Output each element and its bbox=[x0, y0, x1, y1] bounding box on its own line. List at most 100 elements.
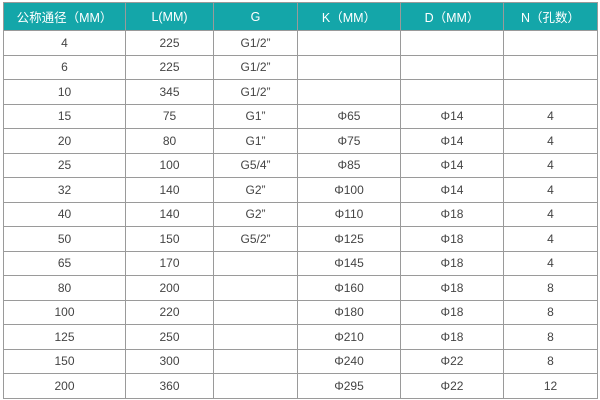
cell-nominal-diameter: 20 bbox=[3, 128, 126, 154]
cell-nominal-diameter: 32 bbox=[3, 177, 126, 203]
cell-k-diameter: Φ210 bbox=[297, 324, 401, 350]
cell-length: 225 bbox=[125, 30, 214, 56]
cell-hole-count: 8 bbox=[503, 275, 598, 301]
cell-d-diameter: Φ18 bbox=[400, 275, 504, 301]
table-row: 6 225 G1/2” bbox=[3, 54, 598, 80]
cell-hole-count: 4 bbox=[503, 103, 598, 129]
cell-k-diameter bbox=[297, 54, 401, 80]
cell-length: 80 bbox=[125, 128, 214, 154]
cell-length: 200 bbox=[125, 275, 214, 301]
cell-d-diameter: Φ18 bbox=[400, 299, 504, 325]
column-header-thread: G bbox=[213, 2, 298, 31]
cell-k-diameter: Φ160 bbox=[297, 275, 401, 301]
cell-length: 250 bbox=[125, 324, 214, 350]
cell-nominal-diameter: 100 bbox=[3, 299, 126, 325]
cell-thread: G1” bbox=[213, 103, 298, 129]
cell-thread bbox=[213, 299, 298, 325]
cell-nominal-diameter: 200 bbox=[3, 373, 126, 399]
cell-hole-count: 8 bbox=[503, 348, 598, 374]
table-row: 4 225 G1/2” bbox=[3, 30, 598, 56]
cell-length: 300 bbox=[125, 348, 214, 374]
cell-nominal-diameter: 150 bbox=[3, 348, 126, 374]
table-row: 80 200 Φ160 Φ18 8 bbox=[3, 275, 598, 301]
cell-hole-count: 12 bbox=[503, 373, 598, 399]
table-row: 65 170 Φ145 Φ18 4 bbox=[3, 250, 598, 276]
cell-hole-count: 4 bbox=[503, 177, 598, 203]
cell-nominal-diameter: 80 bbox=[3, 275, 126, 301]
cell-thread: G1/2” bbox=[213, 54, 298, 80]
cell-thread bbox=[213, 250, 298, 276]
cell-thread: G5/4” bbox=[213, 152, 298, 178]
cell-length: 140 bbox=[125, 201, 214, 227]
cell-k-diameter bbox=[297, 30, 401, 56]
cell-k-diameter: Φ100 bbox=[297, 177, 401, 203]
table-row: 125 250 Φ210 Φ18 8 bbox=[3, 324, 598, 350]
cell-length: 150 bbox=[125, 226, 214, 252]
cell-d-diameter: Φ18 bbox=[400, 250, 504, 276]
column-header-hole-count: N（孔数） bbox=[503, 2, 598, 31]
cell-d-diameter bbox=[400, 79, 504, 105]
cell-nominal-diameter: 15 bbox=[3, 103, 126, 129]
table-row: 15 75 G1” Φ65 Φ14 4 bbox=[3, 103, 598, 129]
cell-k-diameter: Φ180 bbox=[297, 299, 401, 325]
cell-k-diameter: Φ295 bbox=[297, 373, 401, 399]
cell-nominal-diameter: 10 bbox=[3, 79, 126, 105]
table-row: 10 345 G1/2” bbox=[3, 79, 598, 105]
cell-thread bbox=[213, 324, 298, 350]
cell-hole-count: 4 bbox=[503, 226, 598, 252]
cell-thread bbox=[213, 348, 298, 374]
cell-nominal-diameter: 40 bbox=[3, 201, 126, 227]
table-row: 100 220 Φ180 Φ18 8 bbox=[3, 299, 598, 325]
table-row: 150 300 Φ240 Φ22 8 bbox=[3, 348, 598, 374]
column-header-d-diameter: D（MM） bbox=[400, 2, 504, 31]
cell-k-diameter: Φ65 bbox=[297, 103, 401, 129]
cell-length: 170 bbox=[125, 250, 214, 276]
table-row: 32 140 G2” Φ100 Φ14 4 bbox=[3, 177, 598, 203]
cell-nominal-diameter: 4 bbox=[3, 30, 126, 56]
cell-d-diameter: Φ18 bbox=[400, 226, 504, 252]
cell-thread: G2” bbox=[213, 201, 298, 227]
cell-thread: G5/2” bbox=[213, 226, 298, 252]
cell-d-diameter: Φ14 bbox=[400, 177, 504, 203]
cell-d-diameter: Φ18 bbox=[400, 324, 504, 350]
cell-nominal-diameter: 50 bbox=[3, 226, 126, 252]
cell-d-diameter: Φ22 bbox=[400, 373, 504, 399]
cell-hole-count bbox=[503, 79, 598, 105]
cell-hole-count: 8 bbox=[503, 324, 598, 350]
cell-thread: G2” bbox=[213, 177, 298, 203]
cell-k-diameter: Φ75 bbox=[297, 128, 401, 154]
column-header-length: L(MM) bbox=[125, 2, 214, 31]
cell-thread: G1/2” bbox=[213, 79, 298, 105]
cell-nominal-diameter: 6 bbox=[3, 54, 126, 80]
table-row: 200 360 Φ295 Φ22 12 bbox=[3, 373, 598, 399]
cell-thread: G1” bbox=[213, 128, 298, 154]
cell-length: 140 bbox=[125, 177, 214, 203]
cell-d-diameter: Φ18 bbox=[400, 201, 504, 227]
cell-nominal-diameter: 65 bbox=[3, 250, 126, 276]
cell-thread bbox=[213, 275, 298, 301]
column-header-k-diameter: K（MM） bbox=[297, 2, 401, 31]
cell-length: 225 bbox=[125, 54, 214, 80]
column-header-nominal-diameter: 公称通径（MM） bbox=[3, 2, 126, 31]
cell-length: 345 bbox=[125, 79, 214, 105]
cell-hole-count: 4 bbox=[503, 152, 598, 178]
cell-d-diameter: Φ22 bbox=[400, 348, 504, 374]
header-row: 公称通径（MM） L(MM) G K（MM） D（MM） N（孔数） bbox=[3, 2, 598, 31]
cell-k-diameter: Φ85 bbox=[297, 152, 401, 178]
table-row: 20 80 G1” Φ75 Φ14 4 bbox=[3, 128, 598, 154]
cell-k-diameter: Φ110 bbox=[297, 201, 401, 227]
spec-table: 公称通径（MM） L(MM) G K（MM） D（MM） N（孔数） 4 225 G1/2” 6… bbox=[3, 2, 598, 399]
cell-thread bbox=[213, 373, 298, 399]
cell-length: 100 bbox=[125, 152, 214, 178]
cell-nominal-diameter: 125 bbox=[3, 324, 126, 350]
table-row: 50 150 G5/2” Φ125 Φ18 4 bbox=[3, 226, 598, 252]
cell-length: 220 bbox=[125, 299, 214, 325]
cell-length: 75 bbox=[125, 103, 214, 129]
table-row: 25 100 G5/4” Φ85 Φ14 4 bbox=[3, 152, 598, 178]
cell-hole-count: 4 bbox=[503, 128, 598, 154]
table-row: 40 140 G2” Φ110 Φ18 4 bbox=[3, 201, 598, 227]
cell-d-diameter bbox=[400, 54, 504, 80]
cell-k-diameter: Φ125 bbox=[297, 226, 401, 252]
cell-d-diameter bbox=[400, 30, 504, 56]
cell-hole-count bbox=[503, 30, 598, 56]
